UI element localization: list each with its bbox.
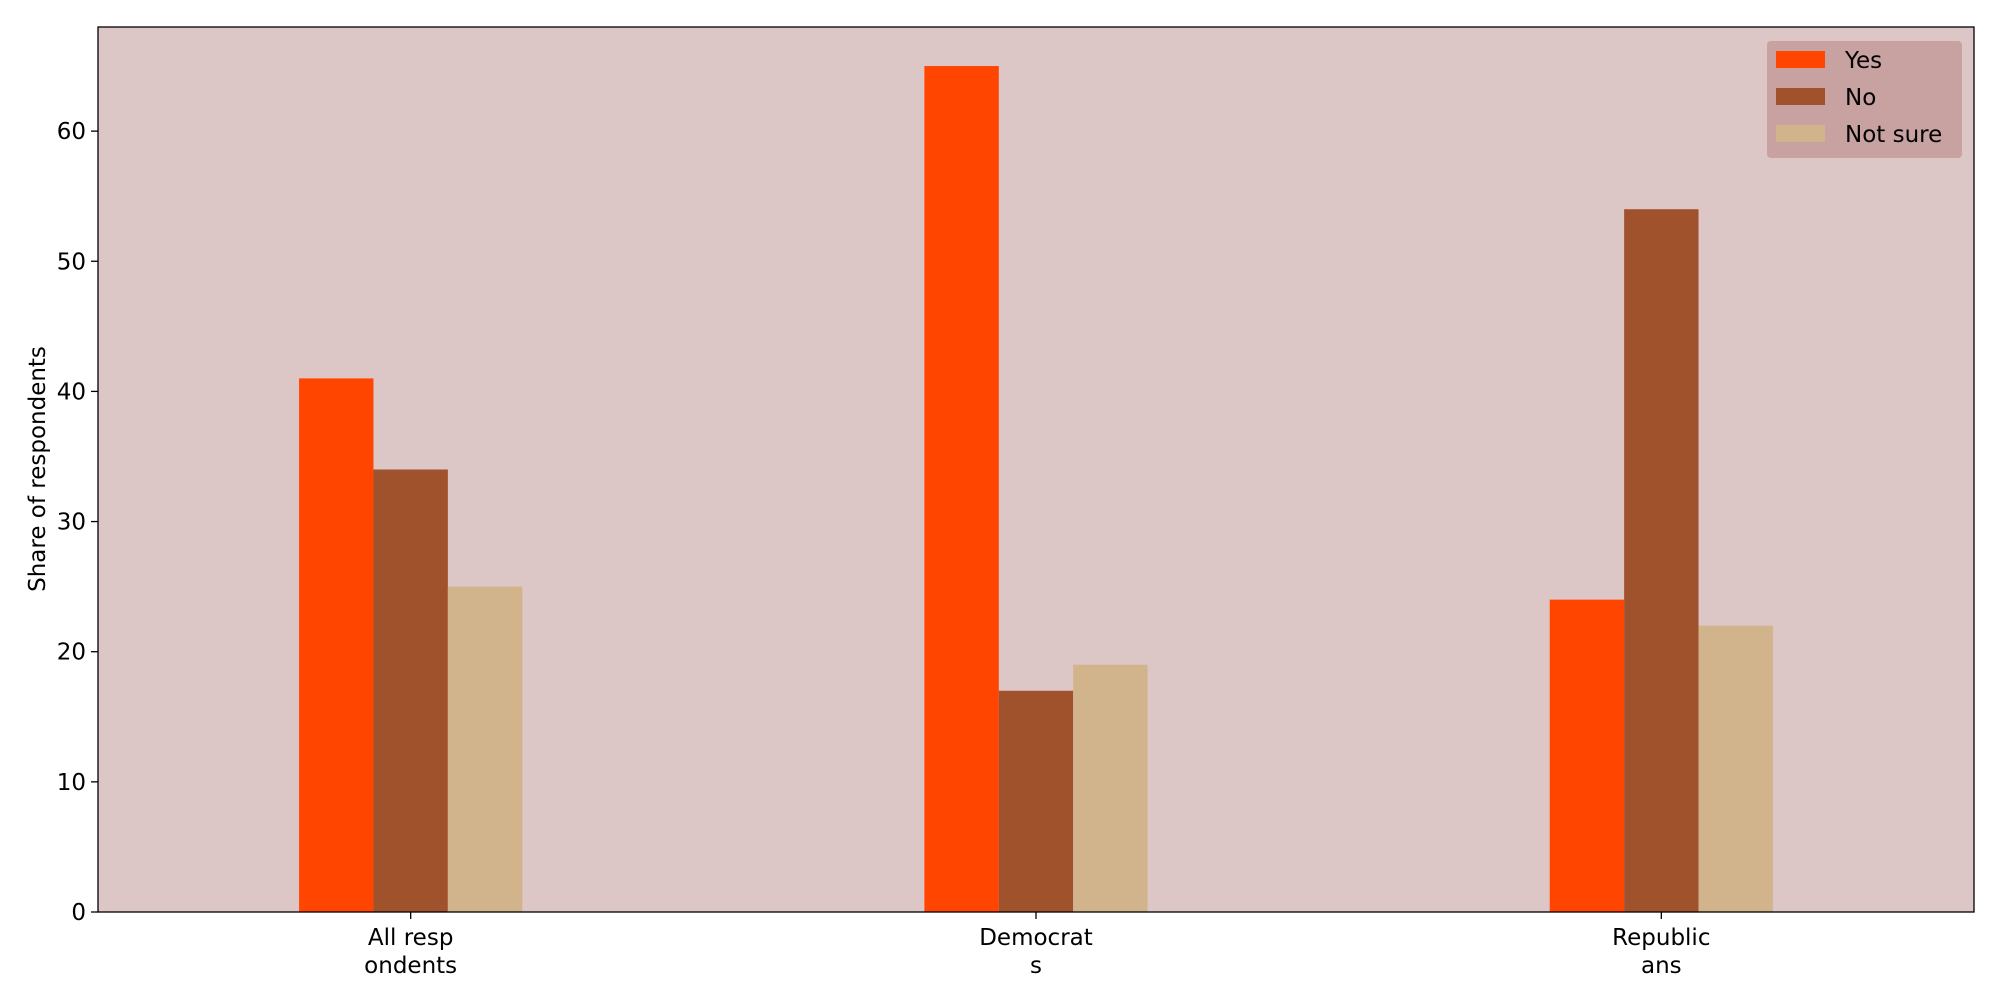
bar-no-0 xyxy=(373,469,448,912)
plot-frame xyxy=(97,26,1975,913)
bar-not-sure-0 xyxy=(447,586,523,912)
y-tick-label: 60 xyxy=(57,119,86,145)
bar-yes-2 xyxy=(1549,599,1625,912)
legend-swatch-yes xyxy=(1776,51,1825,68)
bar-not-sure-2 xyxy=(1698,625,1773,912)
legend-label-no: No xyxy=(1845,85,1876,111)
legend-label-not-sure: Not sure xyxy=(1845,122,1942,148)
bar-no-1 xyxy=(998,690,1074,912)
x-tick-label: All resp ondents xyxy=(364,925,457,979)
y-tick-label: 50 xyxy=(57,249,86,275)
bar-yes-1 xyxy=(924,66,999,913)
bars-group xyxy=(299,66,1773,913)
y-axis-title: Share of respondents xyxy=(25,346,51,592)
legend-swatch-not-sure xyxy=(1776,125,1825,142)
y-tick-label: 40 xyxy=(57,379,86,405)
x-tick-label: Democrat s xyxy=(979,925,1093,979)
legend-label-yes: Yes xyxy=(1844,48,1882,74)
x-tick-label: Republic ans xyxy=(1612,925,1710,979)
legend-swatch-no xyxy=(1776,88,1825,105)
y-axis: 0 10 20 30 40 50 60 xyxy=(57,119,98,926)
bar-no-2 xyxy=(1624,209,1699,912)
y-tick-label: 10 xyxy=(57,770,86,796)
y-tick-label: 20 xyxy=(57,640,86,666)
x-axis: All resp ondents Democrat s Republic ans xyxy=(364,912,1710,979)
legend: Yes No Not sure xyxy=(1767,41,1962,158)
bar-yes-0 xyxy=(299,378,374,912)
y-tick-label: 0 xyxy=(71,900,86,926)
y-tick-label: 30 xyxy=(57,510,86,536)
bar-not-sure-1 xyxy=(1073,664,1148,912)
